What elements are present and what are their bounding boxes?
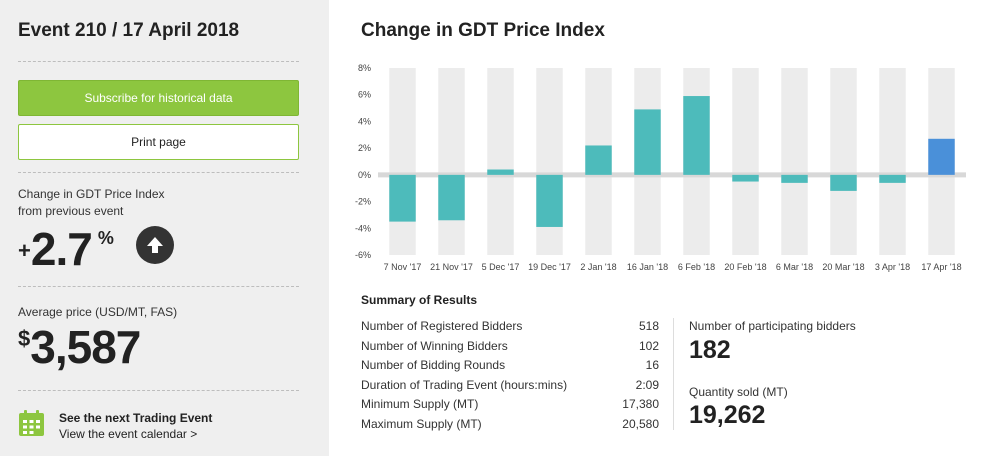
summary-title: Summary of Results [361,293,478,307]
chart-bar [879,174,906,183]
summary-row-value: 518 [638,319,659,333]
chart-band [781,68,808,255]
x-tick-label: 19 Dec '17 [528,262,571,272]
summary-row-label: Number of Winning Bidders [361,339,508,353]
chart-bar [781,174,808,183]
chart-bar [438,174,465,221]
participating-bidders-value: 182 [689,336,731,364]
x-tick-label: 2 Jan '18 [580,262,616,272]
divider [18,390,299,391]
summary-row-label: Number of Bidding Rounds [361,358,506,372]
y-tick-label: -4% [355,223,371,233]
x-tick-label: 3 Apr '18 [875,262,910,272]
chart-band [438,68,465,255]
change-value: + 2.7 % [18,226,114,272]
summary-row-label: Minimum Supply (MT) [361,397,479,411]
y-tick-label: -6% [355,250,371,260]
quantity-sold-value: 19,262 [689,401,766,429]
event-calendar-link[interactable]: View the event calendar > [59,427,198,441]
chart-bar [585,145,612,175]
event-title: Event 210 / 17 April 2018 [18,20,240,41]
chart-band [389,68,416,255]
chart-band [879,68,906,255]
participating-bidders-label: Number of participating bidders [689,319,856,333]
chart-band [487,68,514,255]
change-sublabel: from previous event [18,204,124,218]
chart-bar [928,138,955,175]
chart-bar [389,174,416,222]
summary-row-value: 17,380 [622,397,659,411]
summary-row-value: 16 [645,358,659,372]
x-tick-label: 6 Feb '18 [678,262,715,272]
change-sign: + [18,238,31,263]
price-label: Average price (USD/MT, FAS) [18,305,178,319]
chart-bar [732,174,759,182]
subscribe-button[interactable]: Subscribe for historical data [18,80,299,116]
x-tick-label: 6 Mar '18 [776,262,813,272]
next-event-title: See the next Trading Event [59,411,213,425]
summary-row-value: 20,580 [622,417,659,431]
x-tick-label: 17 Apr '18 [921,262,961,272]
summary-row-label: Duration of Trading Event (hours:mins) [361,378,568,392]
summary-row-label: Maximum Supply (MT) [361,417,482,431]
divider [18,61,299,62]
sidebar: Event 210 / 17 April 2018 Subscribe for … [0,0,329,456]
summary-divider [673,318,674,430]
arrow-up-icon [136,226,174,264]
price-number: 3,587 [30,321,141,373]
chart-band [732,68,759,255]
chart-bar [830,174,857,191]
summary-row-value: 2:09 [635,378,659,392]
chart-band [830,68,857,255]
y-tick-label: -2% [355,197,371,207]
calendar-icon [18,410,45,437]
y-tick-label: 8% [358,63,371,73]
x-tick-label: 21 Nov '17 [430,262,473,272]
y-tick-label: 6% [358,90,371,100]
price-currency: $ [18,326,31,351]
divider [18,172,299,173]
summary-row-label: Number of Registered Bidders [361,319,523,333]
chart-bar [683,96,710,175]
change-unit: % [97,228,114,248]
x-tick-label: 16 Jan '18 [627,262,668,272]
y-tick-label: 4% [358,116,371,126]
quantity-sold-label: Quantity sold (MT) [689,385,788,399]
price-value: $ 3,587 [18,321,141,373]
y-tick-label: 0% [358,170,371,180]
chart-bar [536,174,563,227]
divider [18,286,299,287]
gdt-price-index-chart: -6% -4% -2% 0% 2% 4% 6% 8% 7 Nov '17 21 Nov '17 5 … [355,63,966,272]
chart-bar [487,169,514,175]
summary-row-value: 102 [638,339,659,353]
change-label: Change in GDT Price Index [18,187,165,201]
chart-title: Change in GDT Price Index [361,20,605,41]
x-tick-label: 20 Feb '18 [724,262,766,272]
change-number: 2.7 [30,223,93,275]
print-button[interactable]: Print page [18,124,299,160]
x-tick-label: 5 Dec '17 [482,262,520,272]
x-tick-label: 20 Mar '18 [822,262,864,272]
y-tick-label: 2% [358,143,371,153]
x-tick-label: 7 Nov '17 [384,262,422,272]
chart-bar [634,109,661,175]
